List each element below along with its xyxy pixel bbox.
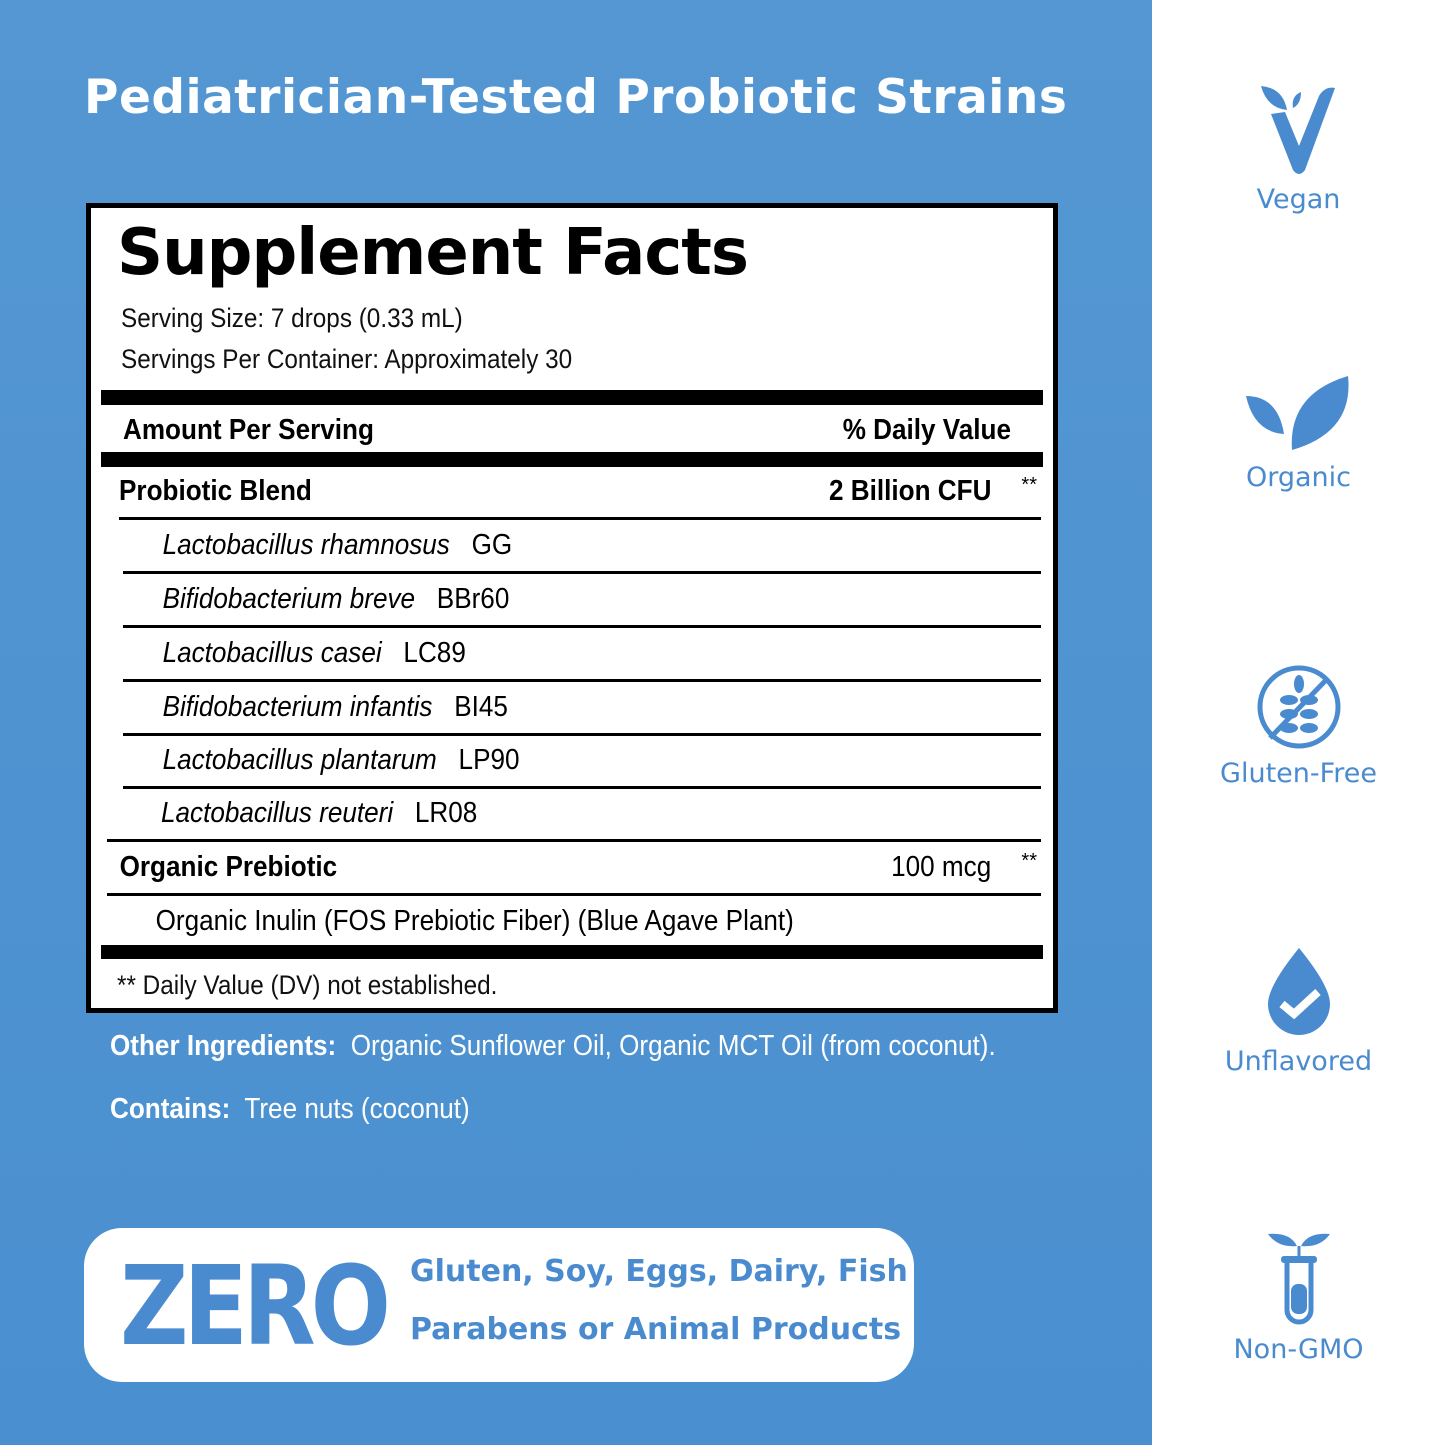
other-ingredients-value: Organic Sunflower Oil, Organic MCT Oil (…: [350, 1030, 996, 1062]
badge-vegan: Vegan: [1152, 84, 1445, 215]
prebiotic-amount: 100 mcg: [890, 851, 991, 883]
amount-header-row: Amount Per Serving % Daily Value: [123, 405, 1041, 455]
badge-label: Vegan: [1256, 184, 1341, 215]
divider: [101, 390, 1043, 405]
badge-unflavored: Unflavored: [1152, 946, 1445, 1077]
strain-row: Lactobacillus rhamnosus GG: [123, 520, 1041, 574]
strain-code: LP90: [458, 744, 520, 776]
test-tube-plant-icon: [1267, 1233, 1330, 1325]
left-panel: Pediatrician-Tested Probiotic Strains Su…: [0, 0, 1152, 1445]
strain-row: Bifidobacterium breve BBr60: [123, 574, 1041, 628]
strain-row: Lactobacillus reuteri LR08: [107, 788, 1041, 842]
strain-species: Bifidobacterium breve: [162, 583, 416, 615]
page-title: Pediatrician-Tested Probiotic Strains: [84, 70, 1068, 125]
supplement-facts-panel: Supplement Facts Serving Size: 7 drops (…: [86, 203, 1058, 1013]
no-wheat-icon: [1257, 665, 1340, 749]
drop-check-icon: [1267, 948, 1330, 1035]
prebiotic-dv: **: [1021, 850, 1037, 872]
zero-text: ZERO: [120, 1242, 391, 1370]
footnote: ** Daily Value (DV) not established.: [117, 970, 498, 1000]
prebiotic-detail: Organic Inulin (FOS Prebiotic Fiber) (Bl…: [155, 904, 794, 937]
vegan-v-icon: [1260, 86, 1335, 174]
servings-per-container: Servings Per Container: Approximately 30: [121, 344, 573, 374]
divider: [101, 452, 1043, 467]
badge-gluten-free: Gluten-Free: [1152, 664, 1445, 789]
prebiotic-detail-row: Organic Inulin (FOS Prebiotic Fiber) (Bl…: [107, 896, 1041, 946]
badge-label: Organic: [1245, 462, 1352, 493]
strain-species: Lactobacillus casei: [162, 637, 382, 669]
badge-organic: Organic: [1152, 374, 1445, 493]
zero-allergens-banner: ZERO Gluten, Soy, Eggs, Dairy, Fish Para…: [84, 1228, 914, 1382]
blend-dv: **: [1021, 474, 1037, 496]
prebiotic-name: Organic Prebiotic: [119, 851, 338, 883]
strain-species: Lactobacillus reuteri: [161, 797, 394, 829]
strain-code: LC89: [403, 637, 466, 669]
prebiotic-row: Organic Prebiotic 100 mcg **: [107, 842, 1041, 896]
amount-header: Amount Per Serving: [123, 413, 374, 446]
strain-code: BI45: [454, 691, 508, 723]
contains: Contains: Tree nuts (coconut): [110, 1093, 470, 1126]
badge-non-gmo: Non-GMO: [1152, 1230, 1445, 1365]
divider: [101, 945, 1043, 959]
strain-row: Lactobacillus plantarum LP90: [123, 735, 1041, 789]
blend-name: Probiotic Blend: [119, 475, 312, 507]
other-ingredients: Other Ingredients: Organic Sunflower Oil…: [110, 1030, 996, 1063]
dv-header: % Daily Value: [842, 413, 1011, 446]
other-ingredients-label: Other Ingredients:: [110, 1030, 337, 1062]
probiotic-blend-row: Probiotic Blend 2 Billion CFU **: [119, 466, 1041, 520]
strain-species: Bifidobacterium infantis: [162, 691, 433, 723]
zero-line-2: Parabens or Animal Products: [410, 1312, 902, 1347]
blend-amount: 2 Billion CFU: [828, 475, 991, 507]
contains-value: Tree nuts (coconut): [244, 1093, 470, 1125]
serving-size: Serving Size: 7 drops (0.33 mL): [121, 303, 463, 333]
leaf-icon: [1245, 376, 1349, 450]
strain-species: Lactobacillus rhamnosus: [162, 529, 450, 561]
strain-species: Lactobacillus plantarum: [162, 744, 437, 776]
strain-code: LR08: [414, 797, 478, 829]
badge-label: Unflavored: [1224, 1046, 1373, 1077]
strain-code: GG: [471, 529, 513, 561]
facts-heading: Supplement Facts: [117, 216, 749, 290]
contains-label: Contains:: [110, 1093, 231, 1125]
zero-line-1: Gluten, Soy, Eggs, Dairy, Fish: [410, 1254, 908, 1289]
strain-row: Lactobacillus casei LC89: [123, 628, 1041, 682]
badge-label: Gluten-Free: [1220, 758, 1377, 789]
strain-row: Bifidobacterium infantis BI45: [123, 682, 1041, 736]
badge-label: Non-GMO: [1233, 1334, 1364, 1365]
strain-code: BBr60: [436, 583, 510, 615]
